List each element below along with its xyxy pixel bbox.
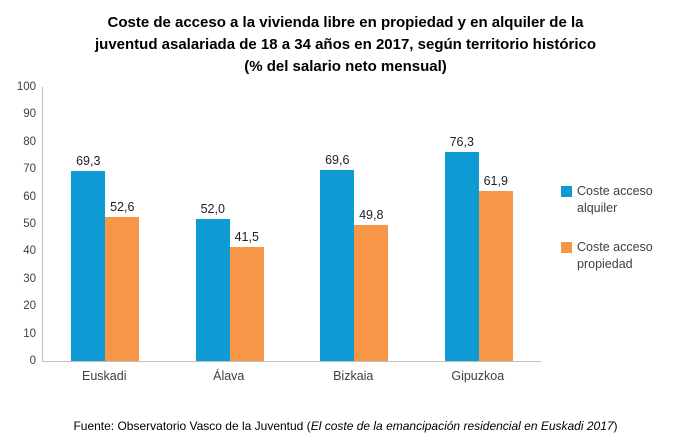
- bar: 69,6: [320, 153, 355, 361]
- legend-swatch-icon: [561, 186, 572, 197]
- y-tick-label: 0: [29, 355, 36, 367]
- chart-title-line: Coste de acceso a la vivienda libre en p…: [107, 14, 584, 31]
- bar-value-label: 69,6: [325, 153, 350, 168]
- y-axis: 0 10 20 30 40 50 60 70 80 90 100: [0, 81, 42, 367]
- source-note-text: Fuente: Observatorio Vasco de la Juventu…: [73, 419, 311, 433]
- source-note-closing: ): [613, 419, 618, 433]
- source-note: Fuente: Observatorio Vasco de la Juventu…: [0, 419, 691, 433]
- plot-column: 69,3 52,6 52,0 41,5 69,6 49,8 76,3 61,9 Euskadi…: [42, 87, 541, 383]
- bar-value-label: 76,3: [449, 134, 474, 149]
- bar-value-label: 49,8: [359, 207, 384, 222]
- y-tick-label: 90: [23, 108, 36, 121]
- y-tick-label: 70: [23, 163, 36, 176]
- source-note-italic: El coste de la emancipación residencial …: [310, 419, 614, 433]
- bar: 49,8: [354, 208, 389, 361]
- bar: 41,5: [229, 230, 264, 361]
- bar: 52,6: [105, 200, 140, 361]
- bar-value-label: 41,5: [234, 230, 259, 245]
- chart-title: Coste de acceso a la vivienda libre en p…: [0, 0, 691, 78]
- bar-group: 76,3 61,9: [417, 135, 542, 361]
- bar: 52,0: [195, 202, 230, 361]
- y-tick-label: 50: [23, 218, 36, 230]
- y-tick-label: 20: [23, 300, 36, 313]
- bar: 69,3: [71, 154, 106, 361]
- x-axis-labels: Euskadi Álava Bizkaia Gipuzkoa: [42, 362, 540, 383]
- x-category-label: Bizkaia: [333, 369, 374, 383]
- bar: 61,9: [478, 174, 513, 361]
- chart-body: 0 10 20 30 40 50 60 70 80 90 100 69,3 52,6 52,0 41,5 6…: [0, 81, 691, 383]
- legend-swatch-icon: [561, 241, 572, 253]
- bar-groups: 69,3 52,6 52,0 41,5 69,6 49,8 76,3 61,9: [43, 87, 541, 361]
- bar-value-label: 52,6: [110, 199, 135, 214]
- y-tick-label: 100: [16, 81, 36, 93]
- bar-group: 52,0 41,5: [168, 202, 293, 361]
- bar-value-label: 61,9: [483, 174, 508, 189]
- chart-title-line: (% del salario neto mensual): [244, 58, 447, 75]
- bar-value-label: 52,0: [200, 201, 225, 216]
- legend-item: Coste acceso alquiler: [561, 183, 669, 217]
- bar-value-label: 69,3: [76, 154, 101, 169]
- legend-label: Coste acceso alquiler: [577, 184, 653, 215]
- bar-group: 69,6 49,8: [292, 153, 417, 361]
- y-tick-label: 30: [23, 272, 36, 285]
- chart-title-line: juventud asalariada de 18 a 34 años en 2…: [94, 36, 596, 53]
- legend-item: Coste acceso propiedad: [561, 239, 669, 273]
- y-tick-label: 80: [23, 135, 36, 148]
- legend: Coste acceso alquiler Coste acceso propie…: [561, 183, 669, 383]
- bar-group: 69,3 52,6: [43, 154, 168, 361]
- plot-area: 69,3 52,6 52,0 41,5 69,6 49,8 76,3 61,9: [42, 87, 541, 362]
- x-category-label: Gipuzkoa: [451, 369, 505, 383]
- x-category-label: Euskadi: [82, 369, 127, 383]
- bar: 76,3: [444, 135, 479, 361]
- y-tick-label: 10: [23, 327, 36, 340]
- y-tick-label: 60: [23, 190, 36, 203]
- legend-label: Coste acceso propiedad: [577, 239, 653, 271]
- y-tick-label: 40: [23, 245, 36, 258]
- x-category-label: Álava: [213, 369, 245, 383]
